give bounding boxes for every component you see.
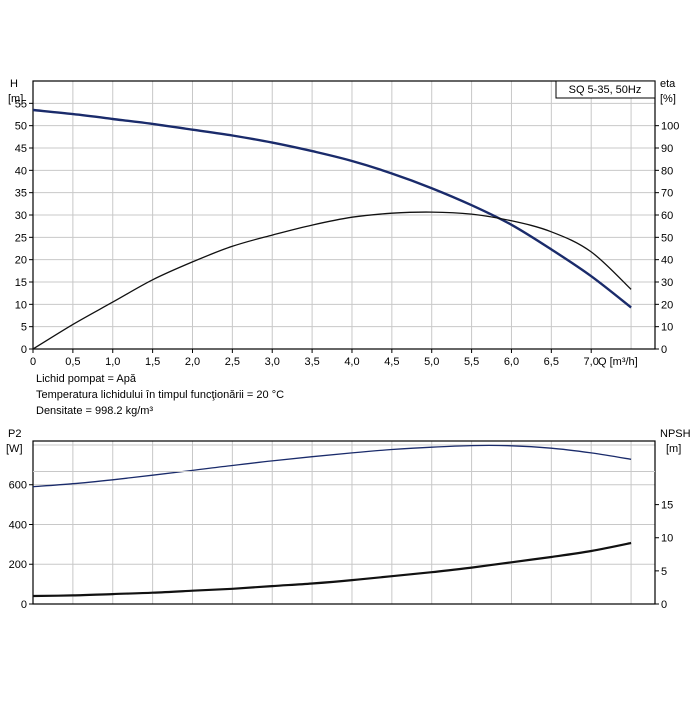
panel1-left-tick-label: 55 xyxy=(15,98,27,110)
panel1-right-tick-label: 50 xyxy=(661,232,673,244)
panel1-x-tick-label: 4,0 xyxy=(344,356,359,368)
panel1-left-tick-label: 45 xyxy=(15,143,27,155)
panel1-right-tick-label: 10 xyxy=(661,322,673,334)
panel1-series-0-line xyxy=(32,108,632,309)
panel1-right-tick-label: 0 xyxy=(661,344,667,356)
panel2-right-axis-unit: [m] xyxy=(666,443,681,455)
panel1-x-tick-label: 5,0 xyxy=(424,356,439,368)
panel1-series-1-line xyxy=(32,211,632,350)
panel1-right-tick-label: 100 xyxy=(661,121,679,133)
panel1-x-tick-label: 2,0 xyxy=(185,356,200,368)
panel1-right-axis-label: eta xyxy=(660,78,676,90)
panel1-x-tick-label: 6,5 xyxy=(544,356,559,368)
panel1-x-tick-label: 1,0 xyxy=(105,356,120,368)
panel1-x-tick-label: 3,0 xyxy=(265,356,280,368)
panel2-right-tick-label: 5 xyxy=(661,566,667,578)
panel1-x-tick-label: 7,0 xyxy=(584,356,599,368)
panel1-left-tick-label: 0 xyxy=(21,344,27,356)
panel1-right-tick-label: 40 xyxy=(661,255,673,267)
note-temperature: Temperatura lichidului în timpul funcţio… xyxy=(36,389,285,401)
panel1-left-tick-label: 50 xyxy=(15,121,27,133)
panel2-left-tick-label: 0 xyxy=(21,599,27,611)
panel1-right-tick-label: 60 xyxy=(661,210,673,222)
panel1-left-tick-label: 35 xyxy=(15,188,27,200)
panel1-left-tick-label: 30 xyxy=(15,210,27,222)
panel1-left-tick-label: 40 xyxy=(15,165,27,177)
panel1-x-axis-label: Q [m³/h] xyxy=(598,356,638,368)
panel1-left-tick-label: 25 xyxy=(15,232,27,244)
panel2-series-1-line xyxy=(32,541,632,598)
panel2-left-axis-label: P2 xyxy=(8,428,21,440)
panel1-left-tick-label: 15 xyxy=(15,277,27,289)
panel1-left-tick-label: 20 xyxy=(15,255,27,267)
panel1-right-tick-label: 80 xyxy=(661,165,673,177)
panel1-x-tick-label: 5,5 xyxy=(464,356,479,368)
panel1-x-tick-label: 2,5 xyxy=(225,356,240,368)
chart-title: SQ 5-35, 50Hz xyxy=(569,84,642,96)
chart-title-box xyxy=(555,80,656,99)
panel2-right-tick-label: 15 xyxy=(661,500,673,512)
panel1-left-tick-label: 10 xyxy=(15,299,27,311)
panel1-x-tick-label: 3,5 xyxy=(304,356,319,368)
panel1-left-axis-unit: [m] xyxy=(8,93,23,105)
panel2-frame xyxy=(32,440,656,605)
panel1-right-tick-label: 90 xyxy=(661,143,673,155)
panel1-right-tick-label: 20 xyxy=(661,299,673,311)
panel1-x-tick-label: 0,5 xyxy=(65,356,80,368)
panel1-left-tick-label: 5 xyxy=(21,322,27,334)
panel2-right-axis-label: NPSH xyxy=(660,428,691,440)
note-density: Densitate = 998.2 kg/m³ xyxy=(36,405,154,417)
panel1-x-tick-label: 1,5 xyxy=(145,356,160,368)
panel2-right-tick-label: 10 xyxy=(661,533,673,545)
panel1-x-tick-label: 6,0 xyxy=(504,356,519,368)
panel1-x-tick-label: 0 xyxy=(30,356,36,368)
panel1-left-axis-label: H xyxy=(10,78,18,90)
panel1-x-tick-label: 4,5 xyxy=(384,356,399,368)
note-liquid: Lichid pompat = Apă xyxy=(36,373,136,385)
panel2-left-tick-label: 600 xyxy=(9,480,27,492)
panel1-right-tick-label: 70 xyxy=(661,188,673,200)
panel2-right-tick-label: 0 xyxy=(661,599,667,611)
panel2-series-0-line xyxy=(32,444,632,488)
panel2-left-tick-label: 400 xyxy=(9,519,27,531)
panel1-right-axis-unit: [%] xyxy=(660,93,676,105)
panel1-right-tick-label: 30 xyxy=(661,277,673,289)
panel2-left-tick-label: 200 xyxy=(9,559,27,571)
panel2-left-axis-unit: [W] xyxy=(6,443,23,455)
